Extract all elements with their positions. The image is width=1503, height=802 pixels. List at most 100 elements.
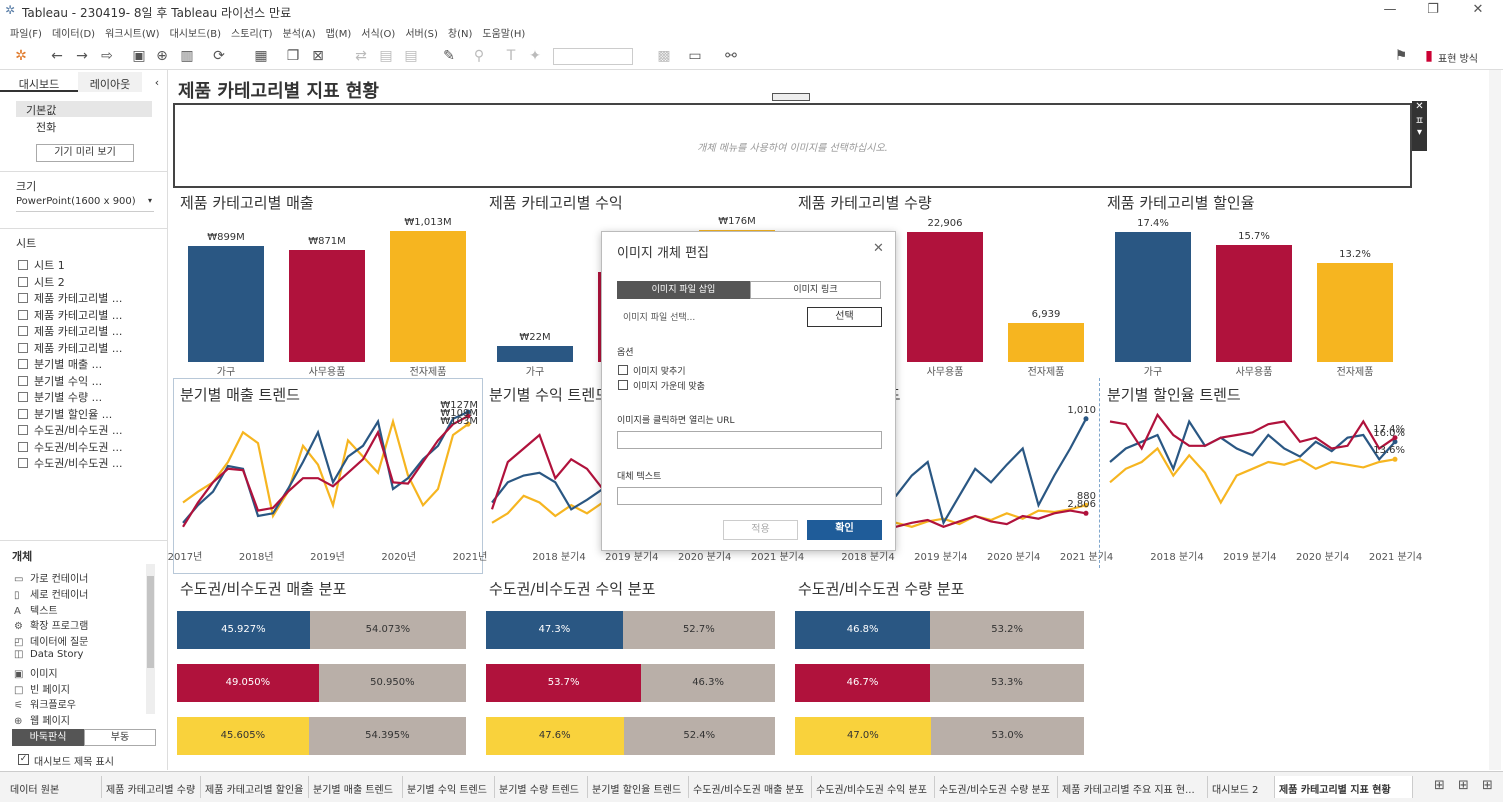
menu-file[interactable]: 파일(F) xyxy=(10,29,42,40)
object-item[interactable]: ◰ 데이터에 질문 xyxy=(14,633,88,648)
fit-image-checkbox[interactable] xyxy=(618,365,628,375)
new-worksheet-icon[interactable]: ▦ xyxy=(254,48,268,64)
object-item[interactable]: ⊕ 웹 페이지 xyxy=(14,712,70,727)
distribution-segment-nonmetro[interactable]: 53.3% xyxy=(929,664,1084,702)
trend-series-line[interactable] xyxy=(1109,412,1396,451)
menu-dashboard[interactable]: 대시보드(B) xyxy=(169,29,222,40)
line-chart[interactable] xyxy=(1109,408,1398,543)
distribution-segment-metro[interactable]: 45.605% xyxy=(177,717,309,755)
sheet-item[interactable]: 시트 2 xyxy=(18,274,163,290)
group-icon[interactable]: ⚲ xyxy=(473,48,485,64)
series-end-point[interactable] xyxy=(1083,510,1089,516)
sheet-item[interactable]: 수도권/비수도권 ... xyxy=(18,455,163,471)
line-chart[interactable] xyxy=(182,408,471,543)
distribution-segment-nonmetro[interactable]: 54.395% xyxy=(308,717,466,755)
pause-updates-icon[interactable]: ▥ xyxy=(180,48,194,64)
distribution-segment-nonmetro[interactable]: 54.073% xyxy=(309,611,466,649)
sheet-item[interactable]: 제품 카테고리별 ... xyxy=(18,340,163,356)
tab-insert-file[interactable]: 이미지 파일 삽입 xyxy=(617,281,750,299)
trend-series-line[interactable] xyxy=(182,417,469,519)
new-dashboard-icon[interactable]: ⊞ xyxy=(1458,778,1469,793)
canvas-scrollbar[interactable] xyxy=(1489,70,1501,770)
redo-icon[interactable]: → xyxy=(76,48,88,64)
menu-data[interactable]: 데이터(D) xyxy=(51,29,96,40)
sheet-tab[interactable]: 제품 카테고리별 수량 xyxy=(102,776,201,798)
series-end-point[interactable] xyxy=(465,413,471,419)
select-file-button[interactable]: 선택 xyxy=(807,307,882,327)
selected-sheet-frame[interactable] xyxy=(173,378,483,574)
minimize-icon[interactable]: — xyxy=(1383,2,1397,17)
share-icon[interactable]: ⚯ xyxy=(725,48,737,64)
sheet-item[interactable]: 제품 카테고리별 ... xyxy=(18,323,163,339)
objects-scrollbar[interactable] xyxy=(146,564,155,714)
series-end-point[interactable] xyxy=(465,409,471,415)
save-icon[interactable]: ▣ xyxy=(132,48,146,64)
sheet-item[interactable]: 시트 1 xyxy=(18,257,163,273)
series-end-point[interactable] xyxy=(1083,416,1089,422)
tab-dashboard[interactable]: 대시보드 xyxy=(0,72,78,92)
menu-map[interactable]: 맵(M) xyxy=(325,29,352,40)
distribution-segment-metro[interactable]: 47.3% xyxy=(486,611,623,649)
sheet-tab[interactable]: 수도권/비수도권 수익 분포 xyxy=(812,776,935,798)
refresh-icon[interactable]: ⟳ xyxy=(213,48,225,64)
ok-button[interactable]: 확인 xyxy=(807,520,882,540)
trend-series-line[interactable] xyxy=(182,415,469,528)
paint-icon[interactable]: ⚑ xyxy=(1394,48,1408,64)
sheet-tab[interactable]: 데이터 원본 xyxy=(6,776,102,798)
maximize-icon[interactable]: ❐ xyxy=(1427,2,1439,17)
sheet-tab[interactable]: 제품 카테고리별 할인율 xyxy=(201,776,309,798)
swap-icon[interactable]: ⇄ xyxy=(355,48,367,64)
distribution-segment-metro[interactable]: 46.7% xyxy=(795,664,930,702)
sheet-item[interactable]: 분기별 매출 ... xyxy=(18,356,163,372)
bar[interactable] xyxy=(289,249,365,362)
object-item[interactable]: ▣ 이미지 xyxy=(14,665,58,680)
object-item[interactable]: ◫ Data Story xyxy=(14,649,83,664)
new-sheet-icon[interactable]: ⊞ xyxy=(1434,778,1445,793)
sheet-item[interactable]: 수도권/비수도권 ... xyxy=(18,422,163,438)
tiled-button[interactable]: 바둑판식 xyxy=(12,729,84,746)
presentation-icon[interactable]: ▭ xyxy=(688,48,702,64)
object-item[interactable]: A 텍스트 xyxy=(14,602,58,617)
sheet-tab[interactable]: 제품 카테고리별 지표 현황 xyxy=(1275,776,1413,798)
menu-window[interactable]: 창(N) xyxy=(447,29,473,40)
sort-asc-icon[interactable]: ▤ xyxy=(379,48,393,64)
series-end-point[interactable] xyxy=(465,421,471,427)
cards-icon[interactable]: ▩ xyxy=(657,48,671,64)
bar[interactable] xyxy=(1115,231,1191,362)
collapse-panel-icon[interactable]: ‹ xyxy=(154,76,160,89)
menu-help[interactable]: 도움말(H) xyxy=(482,29,526,40)
move-handle[interactable] xyxy=(772,93,810,101)
sheet-tab[interactable]: 수도권/비수도권 수량 분포 xyxy=(935,776,1058,798)
sheet-item[interactable]: 제품 카테고리별 ... xyxy=(18,290,163,306)
clear-icon[interactable]: ⊠ xyxy=(312,48,324,64)
tab-layout[interactable]: 레이아웃 xyxy=(78,72,142,92)
bar[interactable] xyxy=(188,245,264,362)
sheet-tab[interactable]: 분기별 할인율 트렌드 xyxy=(588,776,689,798)
distribution-segment-nonmetro[interactable]: 46.3% xyxy=(641,664,775,702)
sheet-tab[interactable]: 분기별 수익 트렌드 xyxy=(403,776,495,798)
show-me-label[interactable]: 표현 방식 xyxy=(1438,54,1478,65)
close-icon[interactable]: ✕ xyxy=(1472,2,1484,17)
sheet-item[interactable]: 수도권/비수도권 ... xyxy=(18,439,163,455)
object-item[interactable]: □ 빈 페이지 xyxy=(14,681,70,696)
series-end-point[interactable] xyxy=(1392,435,1398,441)
center-image-checkbox[interactable] xyxy=(618,380,628,390)
size-dropdown[interactable]: PowerPoint(1600 x 900) ▾ xyxy=(16,196,154,212)
object-item[interactable]: ⚙ 확장 프로그램 xyxy=(14,617,88,632)
series-end-point[interactable] xyxy=(1083,502,1089,508)
menu-format[interactable]: 서식(O) xyxy=(361,29,396,40)
show-me-icon[interactable]: ▮ xyxy=(1425,48,1433,64)
image-object[interactable]: 개체 메뉴를 사용하여 이미지를 선택하십시오. xyxy=(173,103,1412,188)
sheet-tab[interactable]: 분기별 매출 트렌드 xyxy=(309,776,403,798)
duplicate-icon[interactable]: ❐ xyxy=(286,48,300,64)
distribution-segment-nonmetro[interactable]: 53.2% xyxy=(930,611,1084,649)
distribution-segment-metro[interactable]: 53.7% xyxy=(486,664,642,702)
pin-icon[interactable]: ✦ xyxy=(529,48,541,64)
series-end-point[interactable] xyxy=(1392,439,1398,445)
sheet-item[interactable]: 분기별 할인율 ... xyxy=(18,406,163,422)
distribution-segment-nonmetro[interactable]: 53.0% xyxy=(930,717,1084,755)
menu-server[interactable]: 서버(S) xyxy=(405,29,438,40)
sheet-tab[interactable]: 대시보드 2 xyxy=(1208,776,1275,798)
sort-desc-icon[interactable]: ▤ xyxy=(404,48,418,64)
bar[interactable] xyxy=(390,231,466,362)
